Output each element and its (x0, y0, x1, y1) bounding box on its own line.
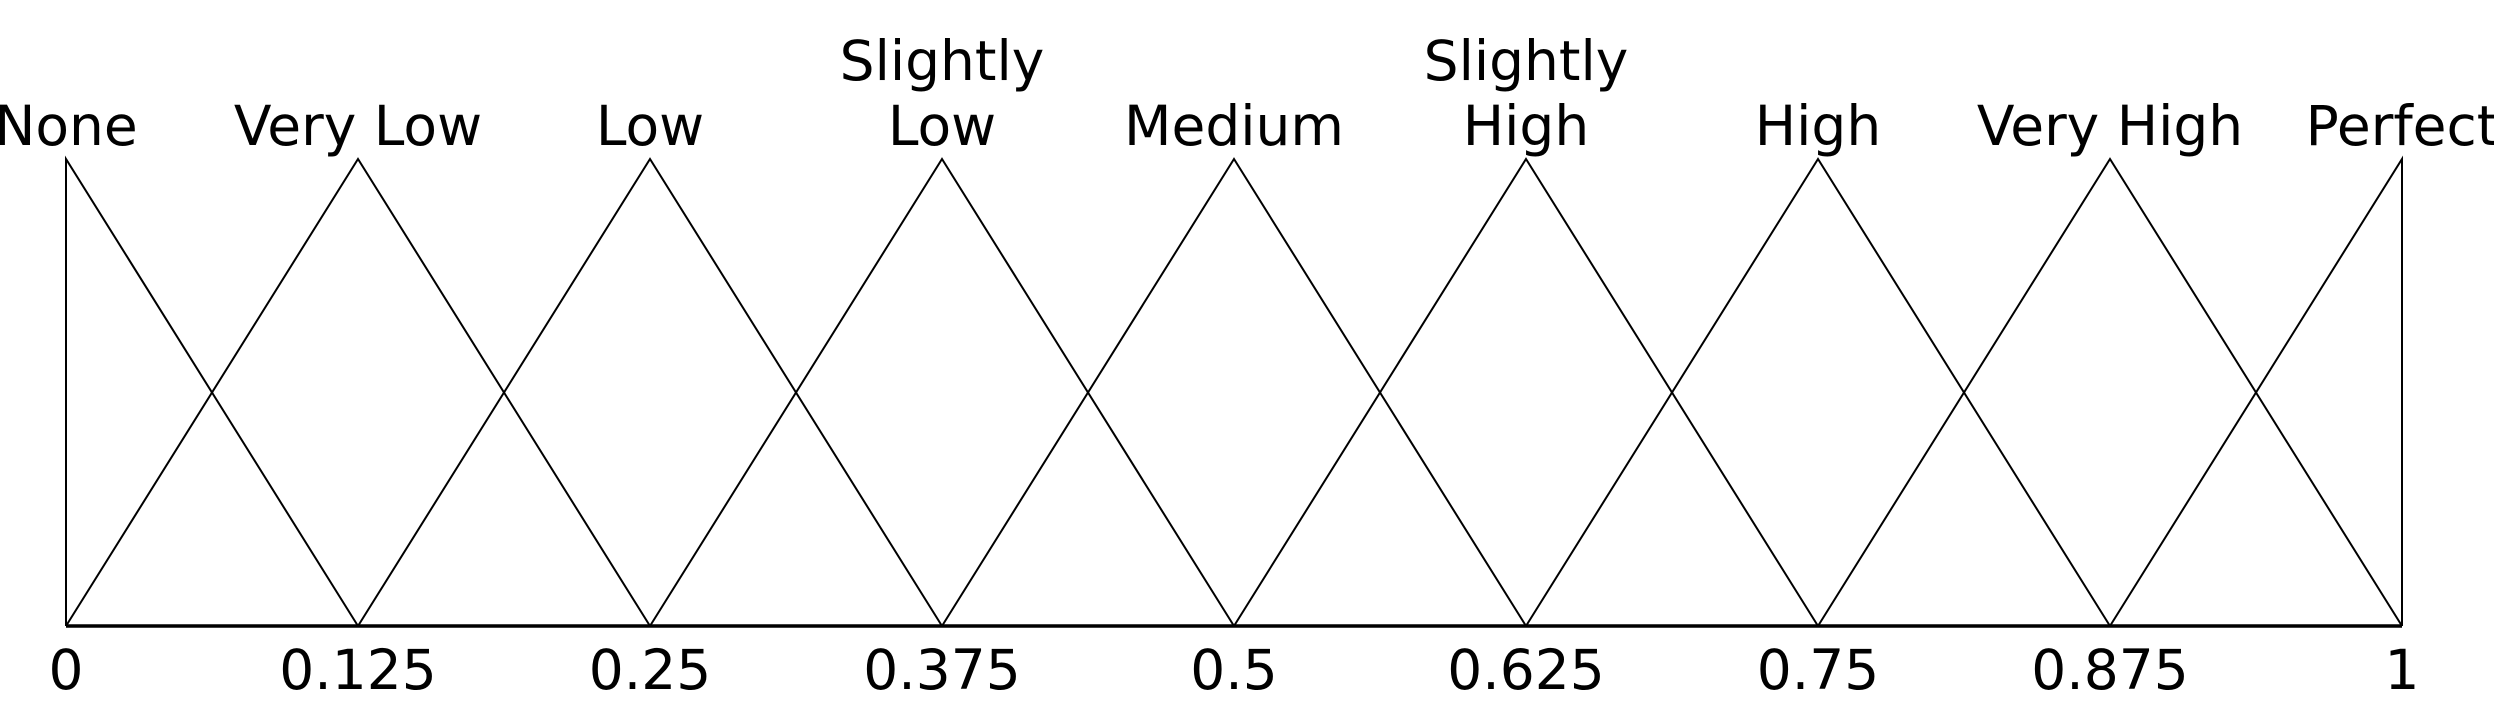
x-tick-label: 0.125 (279, 638, 436, 702)
membership-label-slightly-low: Slightly Low (840, 29, 1045, 158)
membership-label-very-low: Very Low (234, 94, 482, 158)
membership-curve-none (65, 155, 359, 627)
membership-label-very-high: Very High (1977, 94, 2243, 158)
membership-label-none: None (0, 94, 138, 158)
x-tick-label: 0.375 (863, 638, 1020, 702)
membership-label-low: Low (596, 94, 704, 158)
membership-curve-slightly-low (649, 157, 1235, 627)
x-tick-label: 0.75 (1757, 638, 1879, 702)
membership-label-medium: Medium (1124, 94, 1344, 158)
membership-curve-very-low (65, 157, 651, 627)
x-tick-label: 0 (49, 638, 84, 702)
membership-curve-very-high (1817, 157, 2403, 627)
membership-curve-perfect (2109, 155, 2403, 627)
x-tick-label: 0.625 (1447, 638, 1604, 702)
x-tick-label: 0.25 (589, 638, 711, 702)
membership-label-high: High (1755, 94, 1881, 158)
membership-curve-low (357, 157, 943, 627)
membership-label-perfect: Perfect (2306, 94, 2494, 158)
membership-label-slightly-high: Slightly High (1424, 29, 1629, 158)
x-tick-label: 0.5 (1190, 638, 1277, 702)
membership-curve-slightly-high (1233, 157, 1819, 627)
x-tick-label: 0.875 (2031, 638, 2188, 702)
x-tick-label: 1 (2385, 638, 2420, 702)
membership-curve-high (1525, 157, 2111, 627)
membership-curve-medium (941, 157, 1527, 627)
